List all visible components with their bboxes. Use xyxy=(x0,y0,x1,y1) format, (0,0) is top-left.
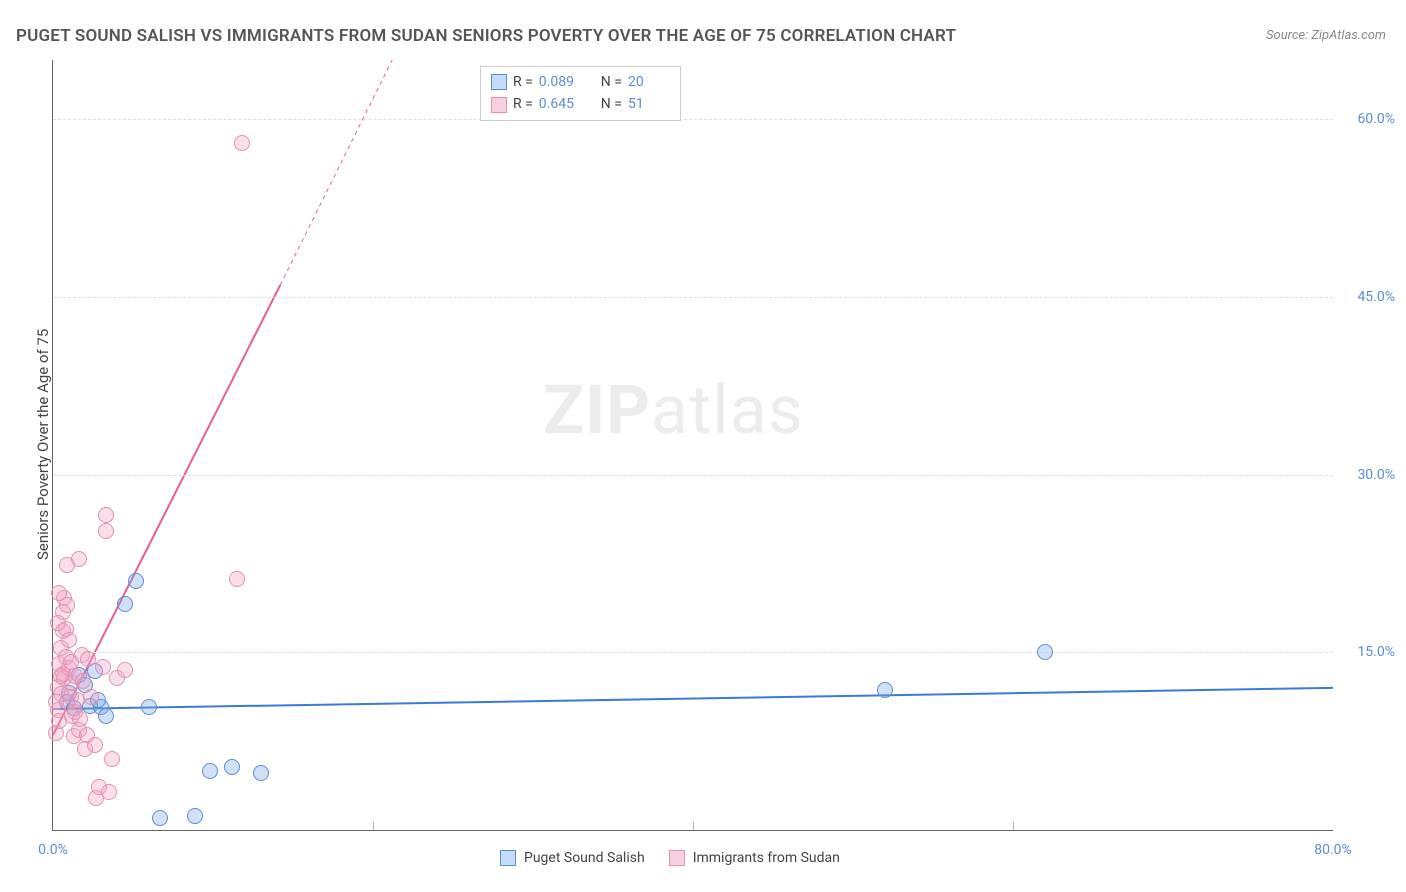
y-tick-label: 30.0% xyxy=(1339,467,1395,483)
data-point xyxy=(187,808,203,824)
legend-label-blue: Puget Sound Salish xyxy=(524,850,645,866)
legend-label-pink: Immigrants from Sudan xyxy=(693,850,840,866)
n-label: N = xyxy=(601,71,622,93)
data-point xyxy=(53,668,69,684)
data-point xyxy=(98,708,114,724)
gridline-horizontal xyxy=(53,652,1333,653)
y-axis-label: Seniors Poverty Over the Age of 75 xyxy=(34,329,52,560)
legend-item-blue: Puget Sound Salish xyxy=(500,850,645,866)
data-point xyxy=(152,810,168,826)
source-attribution: Source: ZipAtlas.com xyxy=(1266,28,1386,43)
data-point xyxy=(117,662,133,678)
r-value-blue: 0.089 xyxy=(539,71,581,93)
y-tick-label: 15.0% xyxy=(1339,644,1395,660)
data-point xyxy=(101,784,117,800)
data-point xyxy=(87,737,103,753)
n-value-blue: 20 xyxy=(628,71,670,93)
data-point xyxy=(75,673,91,689)
trendlines-svg xyxy=(53,60,1333,830)
legend-row-pink: R = 0.645 N = 51 xyxy=(491,93,670,115)
gridline-horizontal xyxy=(53,475,1333,476)
r-value-pink: 0.645 xyxy=(539,93,581,115)
data-point xyxy=(128,573,144,589)
watermark-zip: ZIP xyxy=(543,370,651,450)
data-point xyxy=(141,699,157,715)
data-point xyxy=(50,615,66,631)
data-point xyxy=(253,765,269,781)
data-point xyxy=(234,135,250,151)
data-point xyxy=(229,571,245,587)
watermark-atlas: atlas xyxy=(651,370,804,450)
data-point xyxy=(72,711,88,727)
n-label: N = xyxy=(601,93,622,115)
trend-line xyxy=(53,688,1333,709)
data-point xyxy=(69,692,85,708)
legend-swatch-pink xyxy=(491,97,507,113)
data-point xyxy=(98,523,114,539)
data-point xyxy=(1037,644,1053,660)
legend-swatch-pink xyxy=(669,850,685,866)
legend-item-pink: Immigrants from Sudan xyxy=(669,850,840,866)
r-label: R = xyxy=(513,71,533,93)
data-point xyxy=(48,694,64,710)
x-tick-label: 0.0% xyxy=(38,842,68,858)
data-point xyxy=(95,659,111,675)
data-point xyxy=(224,759,240,775)
y-tick-label: 60.0% xyxy=(1339,111,1395,127)
data-point xyxy=(83,689,99,705)
data-point xyxy=(117,596,133,612)
data-point xyxy=(877,682,893,698)
legend-swatch-blue xyxy=(491,74,507,90)
r-label: R = xyxy=(513,93,533,115)
watermark: ZIPatlas xyxy=(543,370,804,450)
y-tick-label: 45.0% xyxy=(1339,289,1395,305)
gridline-vertical xyxy=(693,822,694,830)
data-point xyxy=(98,507,114,523)
trend-line xyxy=(280,60,392,285)
data-point xyxy=(51,585,67,601)
data-point xyxy=(61,632,77,648)
x-tick-label: 80.0% xyxy=(1314,842,1352,858)
gridline-horizontal xyxy=(53,119,1333,120)
data-point xyxy=(71,551,87,567)
gridline-vertical xyxy=(1013,822,1014,830)
chart-title: PUGET SOUND SALISH VS IMMIGRANTS FROM SU… xyxy=(16,26,956,46)
correlation-legend: R = 0.089 N = 20 R = 0.645 N = 51 xyxy=(480,66,681,121)
plot-area: ZIPatlas 15.0%30.0%45.0%60.0%0.0%80.0% xyxy=(52,60,1333,831)
n-value-pink: 51 xyxy=(628,93,670,115)
legend-swatch-blue xyxy=(500,850,516,866)
gridline-horizontal xyxy=(53,297,1333,298)
data-point xyxy=(202,763,218,779)
data-point xyxy=(104,751,120,767)
series-legend: Puget Sound Salish Immigrants from Sudan xyxy=(500,850,840,866)
gridline-vertical xyxy=(373,822,374,830)
legend-row-blue: R = 0.089 N = 20 xyxy=(491,71,670,93)
